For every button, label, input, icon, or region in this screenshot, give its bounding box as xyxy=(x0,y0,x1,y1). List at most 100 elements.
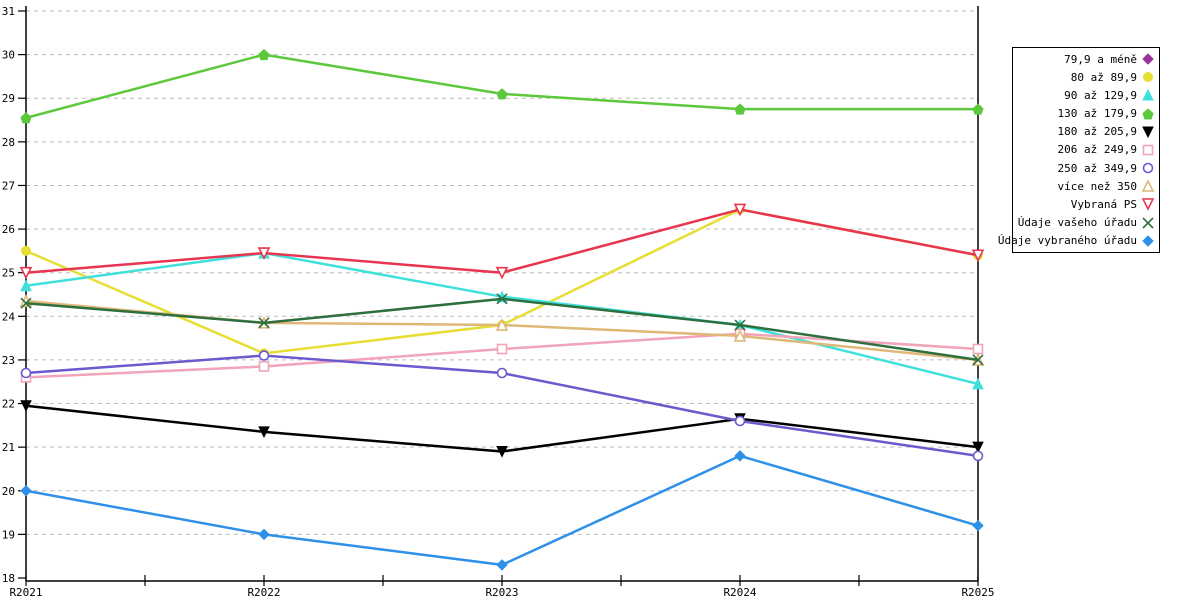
legend-label: Údaje vybraného úřadu xyxy=(997,234,1137,248)
pentagon-marker-icon xyxy=(20,112,32,124)
triangle-up-marker-icon xyxy=(1141,179,1155,193)
chart-legend: 79,9 a méně 80 až 89,9 90 až 129,9 130 až 1… xyxy=(998,47,1160,253)
legend-label: 130 až 179,9 xyxy=(1057,107,1137,121)
legend-label: 79,9 a méně xyxy=(1064,52,1137,66)
legend-item-10: Údaje vybraného úřadu xyxy=(998,233,1155,249)
triangle-down-marker-icon xyxy=(496,446,508,458)
legend-marker-pentagon-icon xyxy=(1142,107,1154,120)
series-line-3 xyxy=(20,48,984,124)
triangle-down-marker-icon xyxy=(257,247,271,260)
series-line-7 xyxy=(19,294,985,366)
pentagon-marker-icon xyxy=(734,103,746,115)
y-tick-label: 22 xyxy=(2,398,15,411)
pentagon-marker-icon xyxy=(258,48,270,61)
triangle-down-marker-icon xyxy=(1141,198,1155,212)
legend-label: 90 až 129,9 xyxy=(1064,88,1137,102)
y-tick-label: 29 xyxy=(2,92,15,105)
y-tick-label: 30 xyxy=(2,49,15,62)
x-tick-label: R2024 xyxy=(723,586,756,599)
series-line-8 xyxy=(19,203,985,280)
triangle-down-marker-icon xyxy=(972,441,984,454)
legend-marker-diamond-icon xyxy=(1142,53,1154,65)
legend-item-0: 79,9 a méně xyxy=(1017,51,1155,67)
legend-marker-triangle-up-icon xyxy=(1142,89,1154,101)
square-marker-icon xyxy=(258,361,270,372)
y-tick-label: 26 xyxy=(2,223,15,236)
legend-label: více než 350 xyxy=(1057,179,1137,193)
legend-marker-circle-icon xyxy=(1143,72,1153,83)
legend-label: 250 až 349,9 xyxy=(1057,161,1137,175)
y-tick-label: 28 xyxy=(2,136,15,149)
series-path xyxy=(25,454,979,567)
circle-marker-icon xyxy=(496,367,508,379)
circle-marker-icon xyxy=(1143,72,1153,83)
y-tick-label: 27 xyxy=(2,179,15,192)
square-marker-icon xyxy=(972,343,984,355)
series-path xyxy=(25,208,979,274)
y-tick-label: 23 xyxy=(2,354,15,367)
x-marker-icon xyxy=(972,354,984,366)
triangle-up-marker-icon xyxy=(1142,89,1154,101)
x-tick-label: R2023 xyxy=(485,586,518,599)
legend-item-6: 250 až 349,9 xyxy=(1017,160,1155,176)
series-line-10 xyxy=(20,450,984,571)
triangle-down-marker-icon xyxy=(1142,126,1154,138)
legend-item-7: více než 350 xyxy=(1017,178,1155,194)
legend-marker-triangle-down-icon xyxy=(1142,126,1154,138)
y-tick-label: 24 xyxy=(2,310,16,323)
y-tick-label: 31 xyxy=(2,5,15,18)
pentagon-marker-icon xyxy=(496,88,508,100)
series-line-4 xyxy=(20,400,984,458)
diamond-marker-icon xyxy=(734,450,746,462)
legend-label: 80 až 89,9 xyxy=(1070,70,1137,84)
triangle-down-marker-icon xyxy=(258,426,270,439)
diamond-marker-icon xyxy=(258,528,270,541)
series-path xyxy=(25,53,978,120)
x-marker-icon xyxy=(496,293,508,305)
legend-marker-diamond-icon xyxy=(1142,235,1154,247)
circle-marker-icon xyxy=(21,245,31,256)
legend-label: Údaje vašeho úřadu xyxy=(1017,216,1137,230)
circle-marker-icon xyxy=(1142,162,1154,174)
triangle-down-marker-icon xyxy=(733,203,747,217)
legend-marker-triangle-up-icon xyxy=(1141,179,1155,193)
x-tick-label: R2025 xyxy=(961,586,994,599)
square-marker-icon xyxy=(496,343,508,355)
diamond-marker-icon xyxy=(496,559,508,571)
y-tick-label: 21 xyxy=(2,441,15,454)
legend-marker-triangle-down-icon xyxy=(1141,198,1155,212)
series-path xyxy=(25,404,979,453)
diamond-marker-icon xyxy=(1142,235,1154,247)
legend-item-9: Údaje vašeho úřadu xyxy=(1017,215,1155,231)
triangle-up-marker-icon xyxy=(972,377,984,390)
triangle-up-marker-icon xyxy=(733,329,747,342)
triangle-down-marker-icon xyxy=(19,266,33,280)
legend-item-5: 206 až 249,9 xyxy=(1017,142,1155,158)
legend-label: 206 až 249,9 xyxy=(1057,143,1137,157)
legend-item-4: 180 až 205,9 xyxy=(1017,124,1155,140)
circle-marker-icon xyxy=(972,450,984,462)
triangle-down-marker-icon xyxy=(495,266,509,280)
circle-marker-icon xyxy=(734,415,746,427)
triangle-down-marker-icon xyxy=(20,400,32,412)
legend-label: Vybraná PS xyxy=(1070,197,1137,211)
series-path xyxy=(25,208,979,355)
triangle-up-marker-icon xyxy=(495,318,509,331)
series-line-6 xyxy=(20,350,984,462)
pentagon-marker-icon xyxy=(972,103,984,115)
y-tick-label: 19 xyxy=(2,528,15,541)
legend-item-2: 90 až 129,9 xyxy=(1017,87,1155,103)
y-tick-label: 18 xyxy=(2,572,15,585)
x-marker-icon xyxy=(258,317,270,329)
x-tick-label: R2022 xyxy=(247,586,280,599)
pentagon-marker-icon xyxy=(1142,107,1154,120)
y-tick-label: 20 xyxy=(2,485,15,498)
diamond-marker-icon xyxy=(20,485,32,497)
x-marker-icon xyxy=(20,297,32,309)
square-marker-icon xyxy=(1142,144,1154,156)
legend-label: 180 až 205,9 xyxy=(1057,125,1137,139)
series-line-9 xyxy=(20,293,984,366)
diamond-marker-icon xyxy=(972,519,984,532)
diamond-marker-icon xyxy=(1142,53,1154,65)
